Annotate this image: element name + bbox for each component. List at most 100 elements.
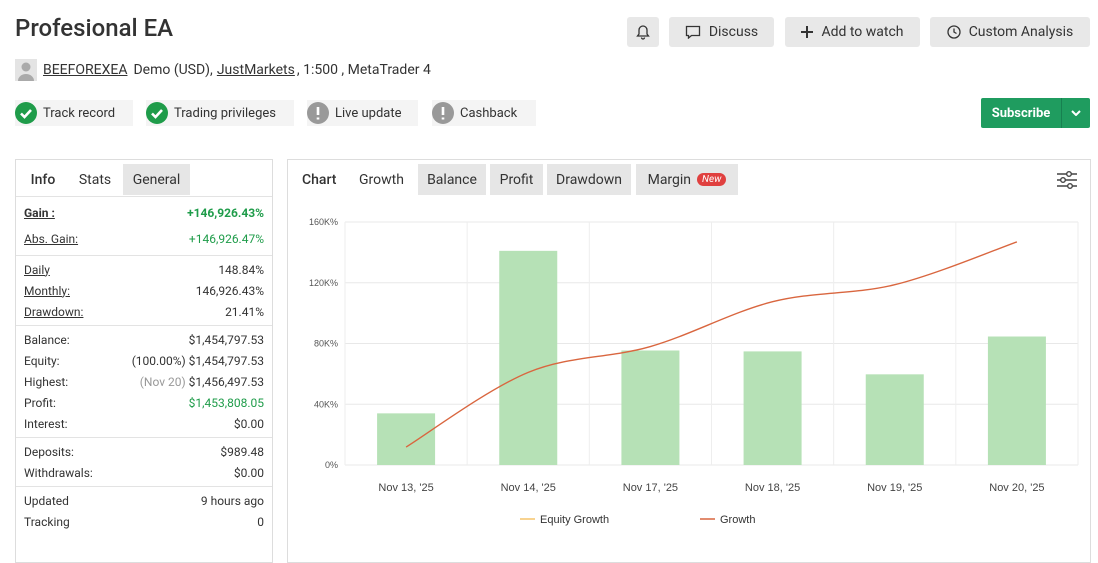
stat-value: +146,926.43% [187, 206, 264, 220]
stat-label: Deposits: [24, 444, 74, 459]
stats-row: Highest: (Nov 20) $1,456,497.53 [16, 371, 272, 392]
stat-value-wrap: $989.48 [220, 445, 264, 459]
stat-label: Updated [24, 493, 69, 508]
user-link[interactable]: BEEFOREXEA [43, 62, 128, 78]
status-icon [432, 102, 454, 124]
stat-value-wrap: 148.84% [218, 263, 264, 277]
chat-icon [685, 25, 700, 39]
stats-group: Daily 148.84% Monthly: 146,926.43% Drawdown:… [16, 256, 272, 326]
stats-tab[interactable]: Stats [70, 164, 120, 195]
broker-link[interactable]: JustMarkets [216, 62, 295, 78]
chart-tab[interactable]: Growth [349, 164, 414, 195]
stat-label: Drawdown: [24, 304, 84, 319]
stat-value: 9 hours ago [200, 493, 264, 508]
subscribe-dropdown[interactable] [1061, 98, 1090, 128]
status-circle [146, 102, 168, 124]
account-details: , 1:500 , MetaTrader 4 [296, 62, 431, 78]
stat-label: Profit: [24, 395, 56, 410]
stat-value: 21.41% [225, 304, 264, 319]
stat-value: 148.84% [218, 262, 264, 277]
chart-tab[interactable]: Balance [418, 164, 486, 195]
bar [743, 351, 802, 465]
chart-tab[interactable]: Drawdown [547, 164, 631, 195]
stats-row: Drawdown: 21.41% [16, 301, 272, 322]
stats-row: Equity: (100.00%) $1,454,797.53 [16, 350, 272, 371]
stats-list: Gain : +146,926.43% Abs. Gain: +146,926.47%… [16, 197, 272, 535]
stat-value: $1,454,797.53 [188, 332, 264, 347]
subscribe-label[interactable]: Subscribe [991, 105, 1051, 121]
button-label: Add to watch [821, 24, 904, 40]
stats-row: Interest: $0.00 [16, 413, 272, 434]
discuss-button[interactable]: Discuss [669, 17, 774, 47]
notify-button[interactable] [627, 17, 659, 47]
stats-row: Updated 9 hours ago [16, 490, 272, 511]
watch-button[interactable]: Add to watch [785, 17, 920, 47]
chart-tab[interactable]: Profit [490, 164, 543, 195]
y-tick-label: 160K% [309, 217, 338, 227]
stat-value-wrap: $1,454,797.53 [189, 333, 264, 347]
avatar [15, 59, 37, 81]
account-type: Demo (USD), [133, 62, 213, 78]
stat-label: Daily [24, 262, 50, 277]
x-tick-label: Nov 17, '25 [623, 482, 678, 494]
status-circle [15, 102, 37, 124]
tab-label: Drawdown [556, 171, 622, 188]
tab-label: Balance [427, 171, 477, 188]
growth-line [405, 241, 1018, 448]
stat-note: (100.00%) [131, 353, 186, 368]
bell-icon [636, 25, 650, 40]
bar [377, 413, 436, 465]
stat-value: $1,454,797.53 [188, 353, 264, 368]
stat-value: $1,453,808.05 [188, 395, 264, 410]
chart-tabs-title: Chart [302, 172, 337, 188]
x-tick-label: Nov 19, '25 [867, 482, 922, 494]
chart-tab[interactable]: Margin New [636, 164, 738, 195]
x-tick-label: Nov 20, '25 [989, 482, 1044, 494]
x-tick-label: Nov 13, '25 [378, 482, 433, 494]
stat-value: $0.00 [233, 465, 264, 480]
stat-label: Interest: [24, 416, 68, 431]
stat-value: 146,926.43% [195, 283, 264, 298]
stats-tab[interactable]: Info [20, 164, 66, 195]
y-tick-label: 40K% [314, 399, 338, 409]
stats-group: Updated 9 hours ago Tracking 0 [16, 487, 272, 535]
stat-label: Abs. Gain: [24, 232, 79, 246]
stat-value-wrap: 0 [257, 515, 264, 529]
stats-row: Gain : +146,926.43% [16, 200, 272, 226]
badge: Track record [15, 100, 133, 126]
analysis-button[interactable]: Custom Analysis [930, 17, 1090, 47]
status-icon [146, 102, 168, 124]
settings-icon[interactable] [1056, 170, 1078, 190]
bar [865, 374, 924, 465]
y-tick-label: 80K% [314, 339, 338, 349]
stat-label: Highest: [24, 374, 69, 389]
badge: Trading privileges [146, 100, 294, 126]
clock-icon [947, 25, 961, 39]
stats-row: Profit: $1,453,808.05 [16, 392, 272, 413]
stat-label: Withdrawals: [24, 465, 93, 480]
stat-label: Monthly: [24, 283, 70, 298]
chevron [1071, 110, 1081, 116]
stat-note: (Nov 20) [139, 374, 186, 389]
badge-label: Live update [335, 105, 402, 121]
badge-label: Trading privileges [174, 105, 276, 121]
title: Profesional EA [15, 14, 174, 42]
bar [987, 336, 1046, 465]
badge: Live update [307, 100, 418, 126]
bar [621, 350, 680, 465]
stat-value-wrap: 146,926.43% [196, 284, 264, 298]
button-label: Custom Analysis [968, 24, 1074, 40]
stats-tab[interactable]: General [123, 164, 190, 195]
stats-group: Deposits: $989.48 Withdrawals: $0.00 [16, 438, 272, 487]
stats-group: Gain : +146,926.43% Abs. Gain: +146,926.47% [16, 197, 272, 256]
stat-value-wrap: $0.00 [234, 417, 264, 431]
stat-label: Equity: [24, 353, 60, 368]
stats-row: Abs. Gain: +146,926.47% [16, 226, 272, 252]
badge: Cashback [432, 100, 536, 126]
bar [499, 250, 558, 465]
subscribe-button[interactable]: Subscribe [981, 98, 1090, 128]
legend-label: Equity Growth [540, 514, 609, 526]
check [151, 109, 163, 119]
tab-label: Growth [359, 171, 404, 188]
